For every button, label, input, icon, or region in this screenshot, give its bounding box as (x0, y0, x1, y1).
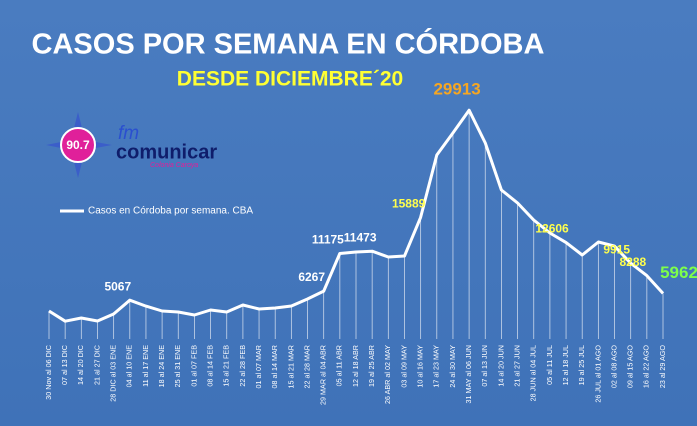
chart-subtitle: DESDE DICIEMBRE´20 (177, 68, 403, 91)
x-tick-label: 15 al 21 MAR (286, 345, 295, 389)
x-tick-label: 28 JUN al 04 JUL (529, 345, 538, 401)
data-label: 12606 (535, 222, 569, 236)
x-tick-label: 17 al 23 MAY (432, 345, 441, 388)
x-tick-label: 21 al 27 DIC (92, 345, 101, 385)
x-tick-label: 24 al 30 MAY (448, 345, 457, 388)
x-tick-label: 12 al 18 JUL (561, 345, 570, 385)
x-tick-label: 23 al 29 AGO (658, 345, 667, 389)
x-tick-label: 01 al 07 MAR (254, 345, 263, 389)
x-tick-label: 14 al 20 DIC (76, 345, 85, 385)
x-tick-label: 22 al 28 FEB (238, 345, 247, 387)
logo-brand: comunicar (116, 141, 217, 163)
x-tick-label: 30 Nov al 06 DIC (44, 345, 53, 400)
logo-place: Colonia Caroya (150, 162, 198, 169)
x-tick-label: 19 al 25 JUL (577, 345, 586, 385)
x-tick-label: 14 al 20 JUN (496, 345, 505, 387)
data-label: 11473 (344, 230, 377, 244)
x-tick-label: 10 al 16 MAY (416, 345, 425, 388)
x-tick-label: 05 al 11 ABR (335, 345, 344, 386)
data-label: 15889 (392, 197, 426, 211)
x-tick-label: 16 al 22 AGO (642, 345, 651, 389)
data-label: 8288 (619, 255, 646, 269)
x-tick-label: 19 al 25 ABR (367, 345, 376, 387)
logo: 90.7 fm comunicar Colonia Caroya (46, 112, 217, 178)
x-tick-label: 11 al 17 ENE (141, 345, 150, 387)
logo-prefix: fm (118, 123, 139, 144)
x-tick-label: 08 al 14 MAR (270, 345, 279, 389)
x-tick-label: 22 al 28 MAR (302, 345, 311, 389)
x-tick-label: 07 al 13 DIC (60, 345, 69, 385)
x-tick-label: 31 MAY al 06 JUN (464, 345, 473, 403)
x-tick-label: 21 al 27 JUN (512, 345, 521, 387)
x-tick-label: 15 al 21 FEB (222, 345, 231, 387)
logo-frequency: 90.7 (66, 138, 90, 152)
x-tick-label: 18 al 24 ENE (157, 345, 166, 388)
series-line (48, 108, 665, 323)
data-label: 29913 (433, 80, 480, 99)
data-label: 6267 (298, 270, 325, 284)
x-tick-label: 04 al 10 ENE (125, 345, 134, 388)
x-tick-label: 02 al 08 AGO (609, 345, 618, 389)
x-tick-label: 26 ABR al 02 MAY (383, 345, 392, 404)
x-tick-label: 07 al 13 JUN (480, 345, 489, 387)
x-tick-label: 01 al 07 FEB (189, 345, 198, 387)
x-tick-label: 28 DIC al 03 ENE (109, 345, 118, 402)
x-tick-label: 25 al 31 ENE (173, 345, 182, 388)
x-tick-label: 05 al 11 JUL (545, 345, 554, 385)
x-tick-label: 09 al 15 AGO (626, 345, 635, 389)
x-tick-label: 03 al 09 MAY (399, 345, 408, 388)
x-tick-label: 29 MAR al 04 ABR (319, 345, 328, 405)
data-label: 5962 (660, 263, 697, 282)
logo-circle (60, 127, 96, 163)
x-tick-label: 26 JUL al 01 AGO (593, 345, 602, 403)
data-label: 9915 (603, 242, 630, 256)
chart-title: CASOS POR SEMANA EN CÓRDOBA (32, 27, 545, 61)
data-label: 11175 (312, 233, 344, 247)
legend-label: Casos en Córdoba por semana. CBA (88, 206, 253, 217)
data-label: 5067 (104, 279, 131, 293)
x-tick-label: 12 al 18 ABR (351, 345, 360, 387)
x-tick-label: 08 al 14 FEB (205, 345, 214, 387)
